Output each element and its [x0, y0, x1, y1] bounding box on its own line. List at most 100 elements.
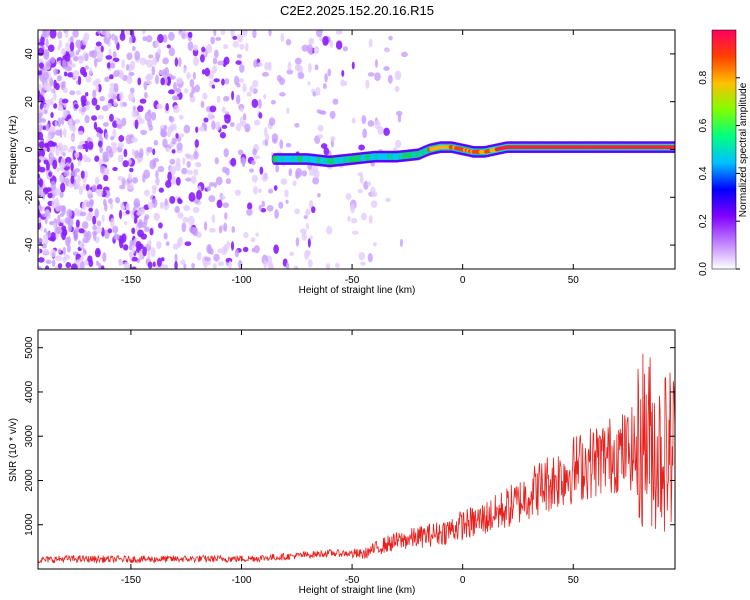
noise-blob — [111, 145, 118, 153]
noise-blob — [129, 71, 135, 76]
noise-blob — [183, 68, 187, 74]
noise-blob — [60, 48, 67, 56]
noise-blob — [208, 195, 216, 203]
colorbar-gradient — [711, 29, 737, 270]
noise-blob — [177, 197, 182, 204]
noise-blob — [196, 163, 202, 168]
noise-blob — [288, 168, 293, 177]
noise-blob — [294, 122, 300, 128]
noise-blob — [87, 136, 91, 143]
noise-blob — [79, 66, 86, 76]
noise-blob — [278, 201, 284, 209]
noise-blob — [309, 235, 313, 240]
noise-blob — [206, 43, 213, 54]
noise-blob — [342, 46, 349, 52]
noise-blob — [72, 56, 79, 62]
noise-blob — [341, 70, 345, 77]
noise-blob — [103, 198, 107, 207]
noise-blob — [55, 232, 59, 240]
noise-blob — [59, 190, 64, 199]
noise-blob — [102, 167, 110, 176]
noise-blob — [203, 123, 208, 132]
noise-blob — [115, 197, 120, 204]
noise-blob — [261, 71, 269, 77]
noise-blob — [145, 35, 153, 43]
noise-blob — [357, 188, 363, 194]
noise-blob — [99, 145, 104, 154]
noise-blob — [383, 127, 390, 136]
noise-blob — [172, 105, 180, 114]
noise-blob — [265, 133, 270, 141]
noise-blob — [80, 95, 87, 104]
noise-blob — [38, 131, 44, 141]
noise-blob — [268, 30, 272, 37]
noise-blob — [175, 87, 182, 93]
noise-blob — [53, 91, 57, 101]
noise-blob — [50, 97, 54, 106]
snr-x-ticks: -150 -100 -50 0 50 — [121, 330, 579, 586]
noise-blob — [60, 157, 66, 166]
noise-blob — [95, 104, 101, 111]
noise-blob — [38, 257, 45, 263]
noise-blob — [192, 48, 199, 57]
noise-blob — [68, 118, 73, 129]
noise-blob — [301, 231, 307, 241]
noise-blob — [136, 210, 143, 216]
noise-blob — [307, 62, 312, 73]
noise-blob — [38, 265, 42, 269]
noise-blob — [201, 69, 206, 75]
noise-blob — [156, 103, 163, 110]
noise-blob — [81, 221, 89, 229]
noise-blob — [38, 247, 41, 256]
noise-blob — [394, 70, 402, 81]
noise-blob — [301, 44, 309, 52]
noise-blob — [158, 222, 163, 229]
noise-blob — [174, 260, 178, 269]
noise-blob — [306, 44, 313, 54]
noise-blob — [387, 74, 393, 84]
noise-blob — [85, 100, 90, 106]
noise-blob — [263, 259, 268, 269]
noise-blob — [117, 176, 124, 181]
noise-blob — [194, 139, 200, 148]
noise-blob — [70, 162, 74, 172]
noise-blob — [59, 213, 64, 218]
noise-blob — [110, 217, 115, 228]
spectrogram-panel: -150 -100 -50 0 50 -40 -20 0 20 40 Height of str… — [8, 29, 676, 296]
noise-blob — [54, 120, 58, 127]
noise-blob — [62, 80, 66, 88]
noise-blob — [95, 85, 100, 92]
noise-blob — [308, 37, 315, 45]
noise-blob — [157, 48, 162, 56]
noise-blob — [264, 61, 271, 71]
noise-blob — [142, 246, 147, 257]
noise-blob — [77, 144, 84, 150]
noise-blob — [165, 102, 169, 112]
noise-blob — [239, 64, 245, 73]
noise-blob — [285, 142, 292, 148]
snr-y-ticks: 1000 2000 3000 4000 5000 — [24, 336, 675, 536]
noise-blob — [57, 263, 63, 269]
noise-blob — [87, 189, 93, 200]
noise-blob — [70, 136, 75, 141]
noise-blob — [268, 61, 272, 72]
noise-blob — [38, 189, 44, 196]
snr-panel: -150 -100 -50 0 50 1000 2000 3000 4000 5000 Heig… — [8, 329, 676, 596]
noise-blob — [52, 159, 58, 170]
noise-blob — [196, 251, 202, 261]
noise-blob — [71, 63, 76, 68]
noise-blob — [252, 148, 258, 156]
noise-blob — [313, 46, 320, 55]
noise-blob — [98, 129, 104, 134]
noise-blobs — [38, 30, 408, 269]
noise-blob — [109, 113, 114, 122]
noise-blob — [252, 186, 258, 195]
noise-blob — [144, 226, 150, 232]
noise-blob — [187, 41, 194, 52]
noise-blob — [377, 126, 384, 135]
noise-blob — [284, 189, 289, 198]
noise-blob — [137, 77, 142, 86]
noise-blob — [242, 246, 249, 253]
noise-blob — [63, 71, 68, 77]
noise-blob — [128, 92, 135, 102]
